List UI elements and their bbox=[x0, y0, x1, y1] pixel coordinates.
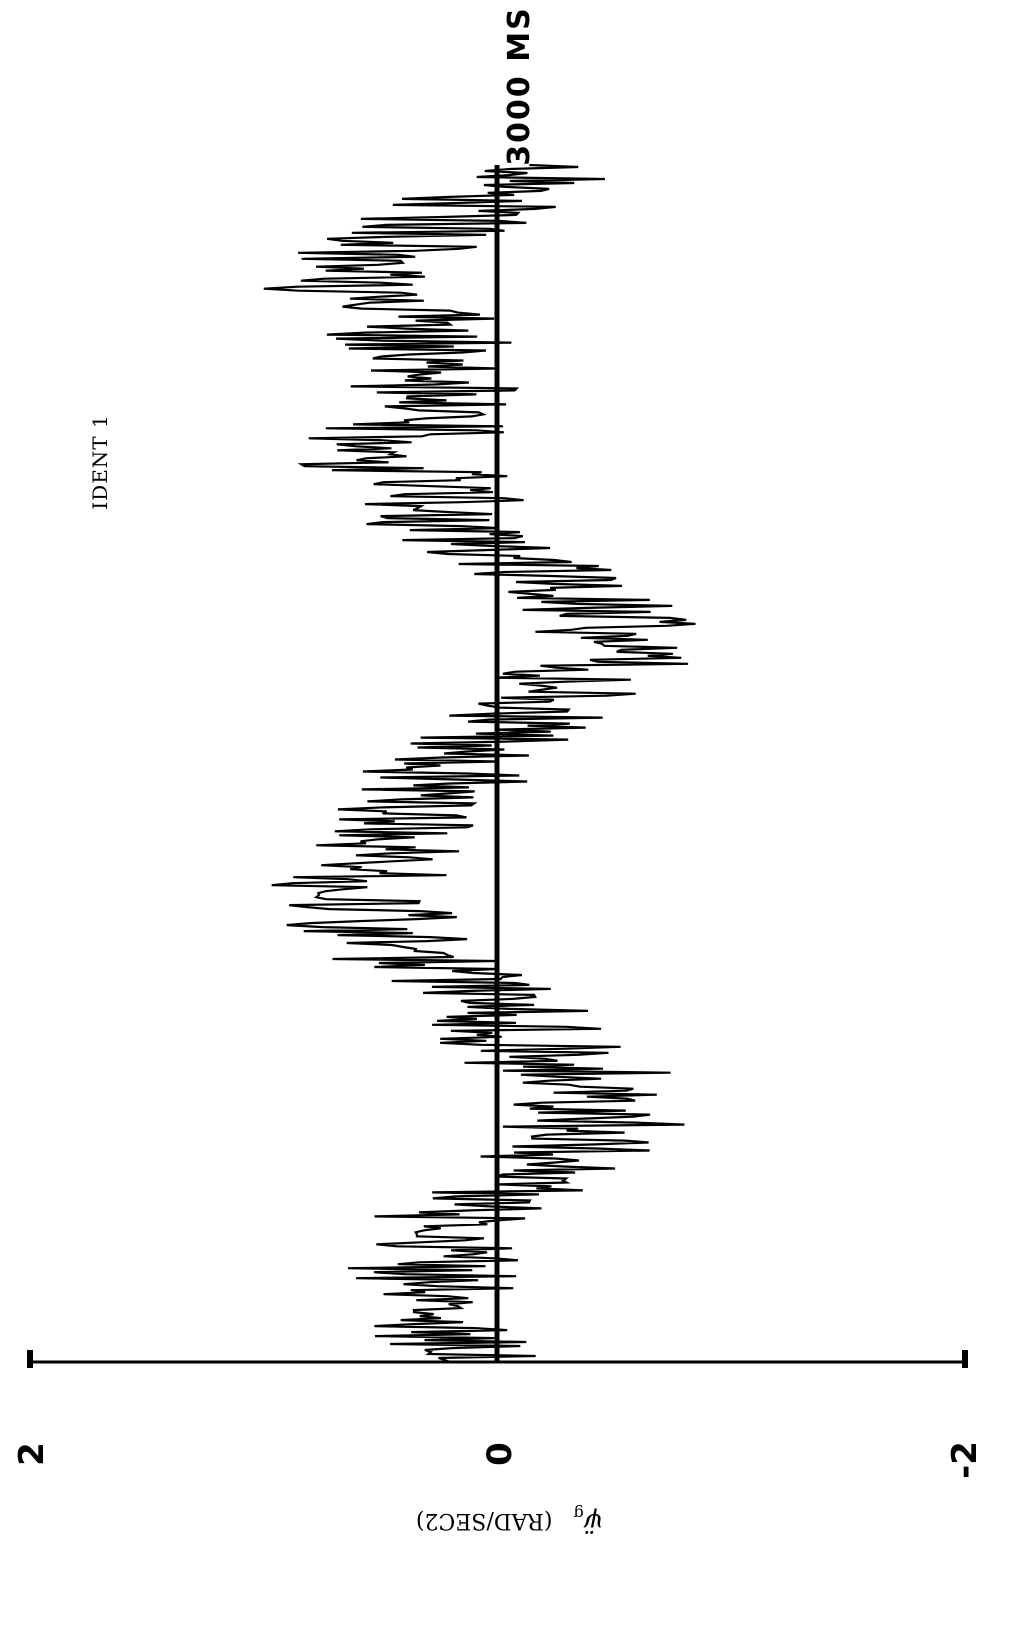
y-axis-symbol: ψ̈ bbox=[583, 1507, 605, 1537]
end-time-label: 3000 MS bbox=[502, 6, 537, 166]
y-tick-label-minus-2: -2 bbox=[945, 1441, 985, 1479]
y-tick-label-0: 0 bbox=[480, 1442, 520, 1466]
y-axis-subscript: g bbox=[573, 1504, 584, 1524]
y-tick-label-2: 2 bbox=[12, 1442, 52, 1466]
signal-trace bbox=[263, 163, 696, 1364]
y-axis-units: (RAD/SEC2) bbox=[415, 1508, 553, 1533]
ident-annotation: IDENT 1 bbox=[88, 414, 112, 510]
series-line bbox=[263, 163, 696, 1364]
y-axis-label: ψ̈g (RAD/SEC2) bbox=[360, 1505, 660, 1539]
